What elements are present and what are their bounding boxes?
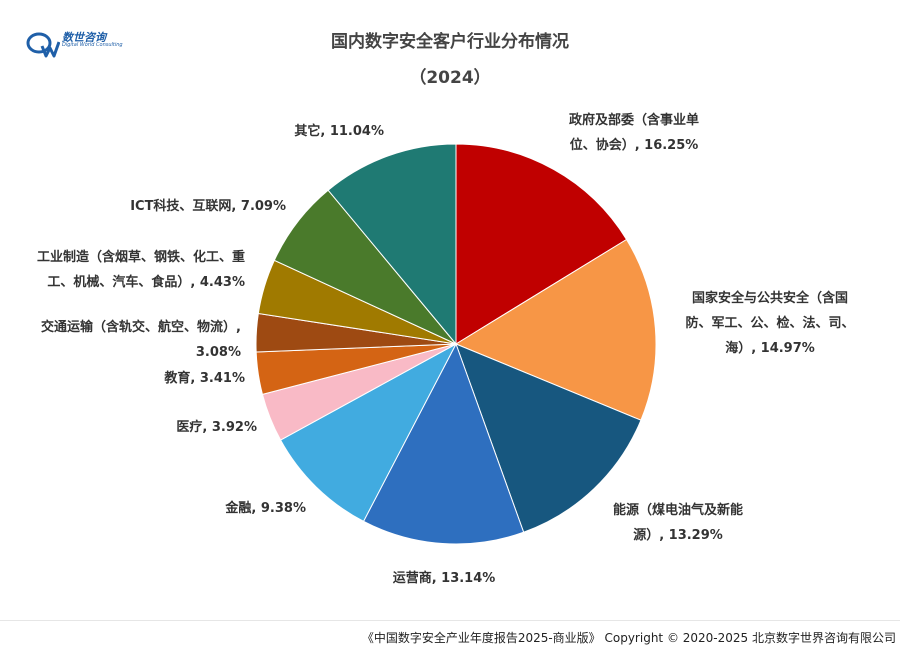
slice-label: 交通运输（含轨交、航空、物流）, 3.08% — [41, 319, 241, 360]
logo: 数世咨询 Digital World Consulting — [26, 28, 123, 60]
logo-name: 数世咨询 — [62, 31, 106, 44]
chart-subtitle: （2024） — [409, 68, 491, 88]
footer-divider — [0, 620, 900, 621]
slice-label: 国家安全与公共安全（含国防、军工、公、检、法、司、海）, 14.97% — [685, 290, 854, 356]
slice-label: 工业制造（含烟草、钢铁、化工、重工、机械、汽车、食品）, 4.43% — [37, 249, 245, 290]
footer-copyright: 《中国数字安全产业年度报告2025-商业版》 Copyright © 2020-… — [361, 631, 896, 645]
logo-subtitle: Digital World Consulting — [62, 42, 123, 48]
logo-mark-icon — [26, 32, 61, 58]
pie-slice — [362, 342, 525, 545]
chart-title: 国内数字安全客户行业分布情况 — [331, 32, 569, 52]
slice-label: ICT科技、互联网, 7.09% — [130, 198, 286, 214]
pie-slice — [455, 343, 642, 533]
slice-label: 运营商, 13.14% — [393, 570, 496, 586]
slice-label: 其它, 11.04% — [294, 123, 384, 139]
pie-chart: 政府及部委（含事业单位、协会）, 16.25% 国家安全与公共安全（含国防、军工、… — [37, 112, 855, 586]
slice-label: 能源（煤电油气及新能源）, 13.29% — [613, 502, 743, 543]
pie-slice — [279, 342, 458, 523]
pie-slice — [455, 143, 628, 345]
slice-label: 金融, 9.38% — [224, 500, 306, 516]
pie-slice — [454, 238, 657, 421]
slice-label: 教育, 3.41% — [163, 370, 245, 386]
slice-label: 医疗, 3.92% — [176, 419, 257, 435]
slice-label: 政府及部委（含事业单位、协会）, 16.25% — [569, 112, 699, 153]
pie-slice — [327, 143, 457, 346]
